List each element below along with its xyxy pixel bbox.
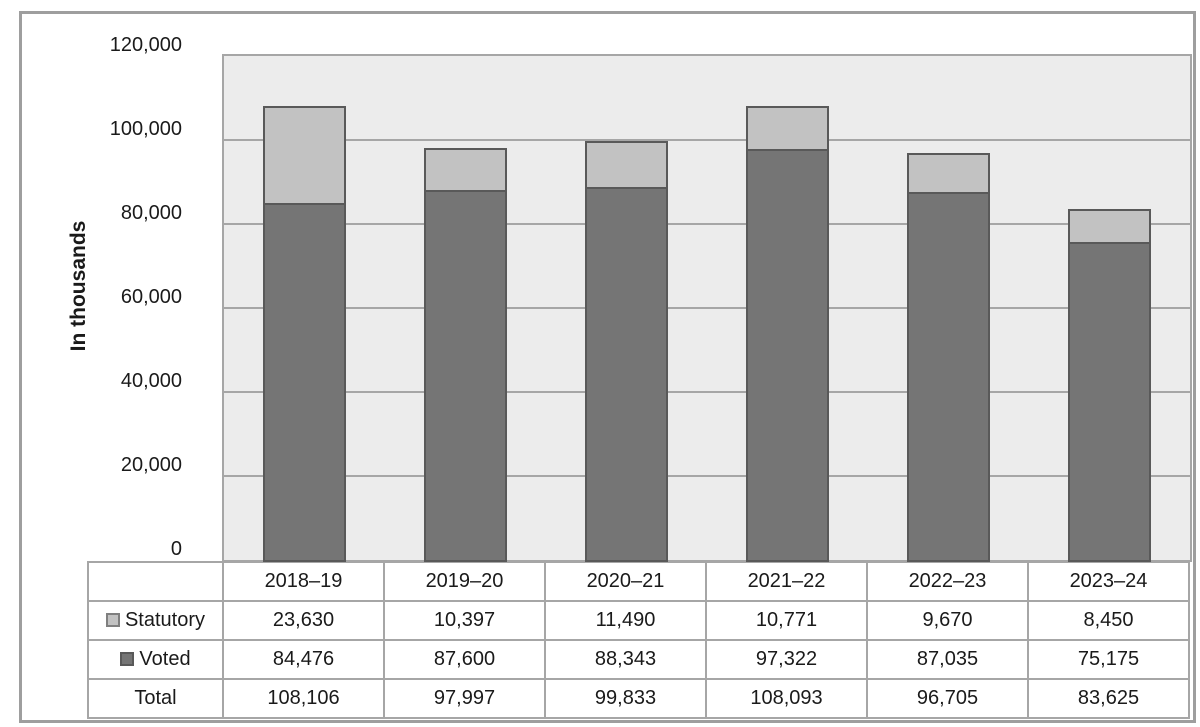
bar-segment-voted: [907, 194, 990, 562]
gridline: [224, 475, 1190, 477]
bar-segment-voted: [585, 189, 668, 562]
value-cell: 108,093: [705, 678, 868, 719]
bar-segment-voted: [746, 151, 829, 562]
y-axis-tick-label: 120,000: [109, 34, 182, 56]
row-label-cell: Voted: [87, 639, 224, 680]
row-label: Statutory: [124, 609, 206, 631]
table-row-total: Total 108,106 97,997 99,833 108,093 96,705 83,…: [87, 678, 1190, 719]
value-cell: 96,705: [866, 678, 1029, 719]
bar-segment-voted: [263, 205, 346, 562]
value-cell: 97,322: [705, 639, 868, 680]
statutory-legend-swatch-icon: [105, 613, 120, 627]
chart-frame: In thousands 0 20,000 40,000 60,000 80,000 10…: [19, 11, 1196, 723]
bar-segment-statutory: [585, 141, 668, 189]
value-cell: 10,771: [705, 600, 868, 641]
bar-segment-statutory: [907, 153, 990, 194]
value-cell: 8,450: [1027, 600, 1190, 641]
bar-segment-statutory: [424, 148, 507, 192]
gridline: [224, 391, 1190, 393]
value-cell: 108,106: [222, 678, 385, 719]
value-cell: 11,490: [544, 600, 707, 641]
value-cell: 87,600: [383, 639, 546, 680]
bar-segment-statutory: [1068, 209, 1151, 244]
gridline: [224, 139, 1190, 141]
value-cell: 87,035: [866, 639, 1029, 680]
bar-segment-statutory: [263, 106, 346, 205]
value-cell: 99,833: [544, 678, 707, 719]
category-header-cell: 2018–19: [222, 561, 385, 602]
y-axis-tick-label: 80,000: [120, 202, 182, 224]
y-axis-tick-label: 40,000: [120, 370, 182, 392]
y-axis-tick-label: 0: [170, 538, 182, 560]
category-header-cell: 2019–20: [383, 561, 546, 602]
value-cell: 23,630: [222, 600, 385, 641]
value-cell: 75,175: [1027, 639, 1190, 680]
gridline: [224, 307, 1190, 309]
table-corner-cell: [87, 561, 224, 602]
data-table: 2018–19 2019–20 2020–21 2021–22 2022–23 2023–…: [87, 561, 1190, 719]
bar-segment-statutory: [746, 106, 829, 151]
bar-segment-voted: [424, 192, 507, 562]
value-cell: 9,670: [866, 600, 1029, 641]
plot-area: [222, 54, 1192, 562]
table-row-statutory: Statutory 23,630 10,397 11,490 10,771 9,670 8,…: [87, 600, 1190, 641]
value-cell: 10,397: [383, 600, 546, 641]
table-row-voted: Voted 84,476 87,600 88,343 97,322 87,035 75,17…: [87, 639, 1190, 680]
gridline: [224, 223, 1190, 225]
category-header-cell: 2023–24: [1027, 561, 1190, 602]
value-cell: 88,343: [544, 639, 707, 680]
row-label: Voted: [139, 648, 191, 670]
bar-segment-voted: [1068, 244, 1151, 562]
value-cell: 97,997: [383, 678, 546, 719]
row-label-cell: Total: [87, 678, 224, 719]
voted-legend-swatch-icon: [120, 652, 135, 666]
y-axis-tick-label: 100,000: [109, 118, 182, 140]
category-header-cell: 2021–22: [705, 561, 868, 602]
y-axis-tick-label: 60,000: [120, 286, 182, 308]
table-header-row: 2018–19 2019–20 2020–21 2021–22 2022–23 2023–…: [87, 561, 1190, 602]
row-label-cell: Statutory: [87, 600, 224, 641]
value-cell: 84,476: [222, 639, 385, 680]
y-axis-tick-label: 20,000: [120, 454, 182, 476]
category-header-cell: 2022–23: [866, 561, 1029, 602]
category-header-cell: 2020–21: [544, 561, 707, 602]
value-cell: 83,625: [1027, 678, 1190, 719]
